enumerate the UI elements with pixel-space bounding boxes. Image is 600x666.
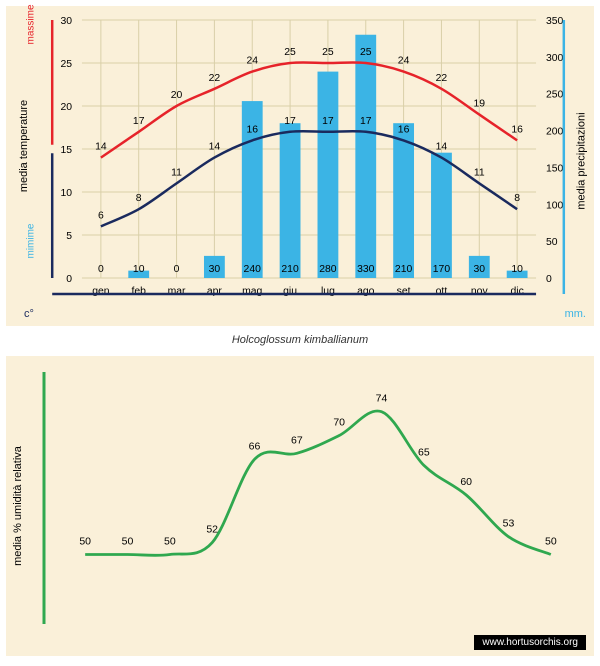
humidity-chart-panel: media % umidità relativa 50 50 50 52 66 67 70 7… (6, 356, 594, 656)
svg-text:240: 240 (244, 264, 262, 275)
svg-text:250: 250 (546, 90, 564, 101)
svg-text:5: 5 (66, 231, 72, 242)
svg-text:20: 20 (60, 102, 72, 113)
precip-axis-label: media precipitazioni (575, 112, 587, 209)
svg-text:24: 24 (246, 56, 258, 67)
climate-plot: 051015202530050100150200250300350genfebm… (76, 16, 542, 298)
svg-text:17: 17 (322, 116, 334, 127)
svg-text:8: 8 (136, 193, 142, 204)
svg-text:50: 50 (122, 536, 134, 548)
svg-text:14: 14 (436, 142, 448, 153)
svg-text:10: 10 (133, 264, 145, 275)
humidity-axis-label: media % umidità relativa (12, 446, 24, 566)
svg-text:70: 70 (333, 417, 345, 429)
svg-text:30: 30 (209, 264, 221, 275)
svg-text:15: 15 (60, 145, 72, 156)
svg-text:66: 66 (249, 440, 261, 452)
svg-text:50: 50 (545, 536, 557, 548)
svg-text:60: 60 (460, 476, 472, 488)
svg-text:17: 17 (284, 116, 296, 127)
svg-text:22: 22 (209, 73, 221, 84)
svg-text:22: 22 (436, 73, 448, 84)
svg-text:50: 50 (546, 237, 558, 248)
svg-text:nov: nov (471, 286, 489, 297)
humidity-plot: 50 50 50 52 66 67 70 74 65 60 53 50 (58, 366, 578, 628)
svg-text:210: 210 (395, 264, 413, 275)
svg-text:19: 19 (474, 99, 486, 110)
svg-text:74: 74 (376, 393, 388, 405)
svg-text:20: 20 (171, 90, 183, 101)
svg-text:11: 11 (474, 167, 485, 178)
svg-text:ott: ott (436, 286, 448, 297)
svg-text:set: set (397, 286, 411, 297)
svg-text:lug: lug (321, 286, 335, 297)
svg-text:67: 67 (291, 434, 303, 446)
svg-text:10: 10 (511, 264, 523, 275)
svg-text:30: 30 (474, 264, 486, 275)
svg-text:apr: apr (207, 286, 223, 297)
svg-text:330: 330 (357, 264, 375, 275)
legend-massime: massime (24, 32, 38, 43)
svg-text:0: 0 (546, 274, 552, 285)
svg-text:25: 25 (360, 47, 372, 58)
svg-text:200: 200 (546, 127, 564, 138)
svg-text:0: 0 (174, 264, 180, 275)
svg-text:6: 6 (98, 210, 104, 221)
svg-text:170: 170 (433, 264, 451, 275)
svg-text:mag: mag (242, 286, 262, 297)
svg-text:0: 0 (98, 264, 104, 275)
svg-text:16: 16 (398, 124, 410, 135)
svg-text:150: 150 (546, 163, 564, 174)
svg-text:14: 14 (209, 142, 221, 153)
svg-text:dic: dic (510, 286, 523, 297)
svg-text:11: 11 (171, 167, 182, 178)
svg-text:50: 50 (164, 536, 176, 548)
svg-text:53: 53 (503, 518, 515, 530)
svg-text:feb: feb (131, 286, 146, 297)
svg-text:16: 16 (511, 124, 523, 135)
legend-minime: mimime (24, 246, 38, 257)
species-caption: Holcoglossum kimballianum (0, 332, 600, 350)
climate-chart-panel: massime mimime media temperature media p… (6, 6, 594, 326)
watermark: www.hortusorchis.org (474, 635, 586, 650)
svg-text:25: 25 (322, 47, 334, 58)
svg-text:100: 100 (546, 200, 564, 211)
svg-text:8: 8 (514, 193, 520, 204)
svg-text:25: 25 (60, 59, 72, 70)
svg-text:210: 210 (281, 264, 299, 275)
svg-text:gen: gen (92, 286, 110, 297)
svg-text:16: 16 (246, 124, 258, 135)
svg-text:280: 280 (319, 264, 337, 275)
svg-text:300: 300 (546, 53, 564, 64)
svg-text:52: 52 (206, 524, 218, 536)
svg-text:mar: mar (168, 286, 186, 297)
svg-text:giu: giu (283, 286, 297, 297)
svg-text:ago: ago (357, 286, 375, 297)
svg-text:24: 24 (398, 56, 410, 67)
svg-text:0: 0 (66, 274, 72, 285)
svg-text:17: 17 (133, 116, 145, 127)
svg-text:30: 30 (60, 16, 72, 27)
celsius-unit: c° (24, 308, 34, 320)
mm-unit: mm. (565, 308, 586, 320)
svg-text:17: 17 (360, 116, 372, 127)
temp-axis-label: media temperature (18, 100, 30, 192)
svg-text:10: 10 (60, 188, 72, 199)
svg-text:50: 50 (79, 536, 91, 548)
svg-text:25: 25 (284, 47, 296, 58)
svg-text:14: 14 (95, 142, 107, 153)
svg-text:65: 65 (418, 446, 430, 458)
svg-text:350: 350 (546, 16, 564, 27)
